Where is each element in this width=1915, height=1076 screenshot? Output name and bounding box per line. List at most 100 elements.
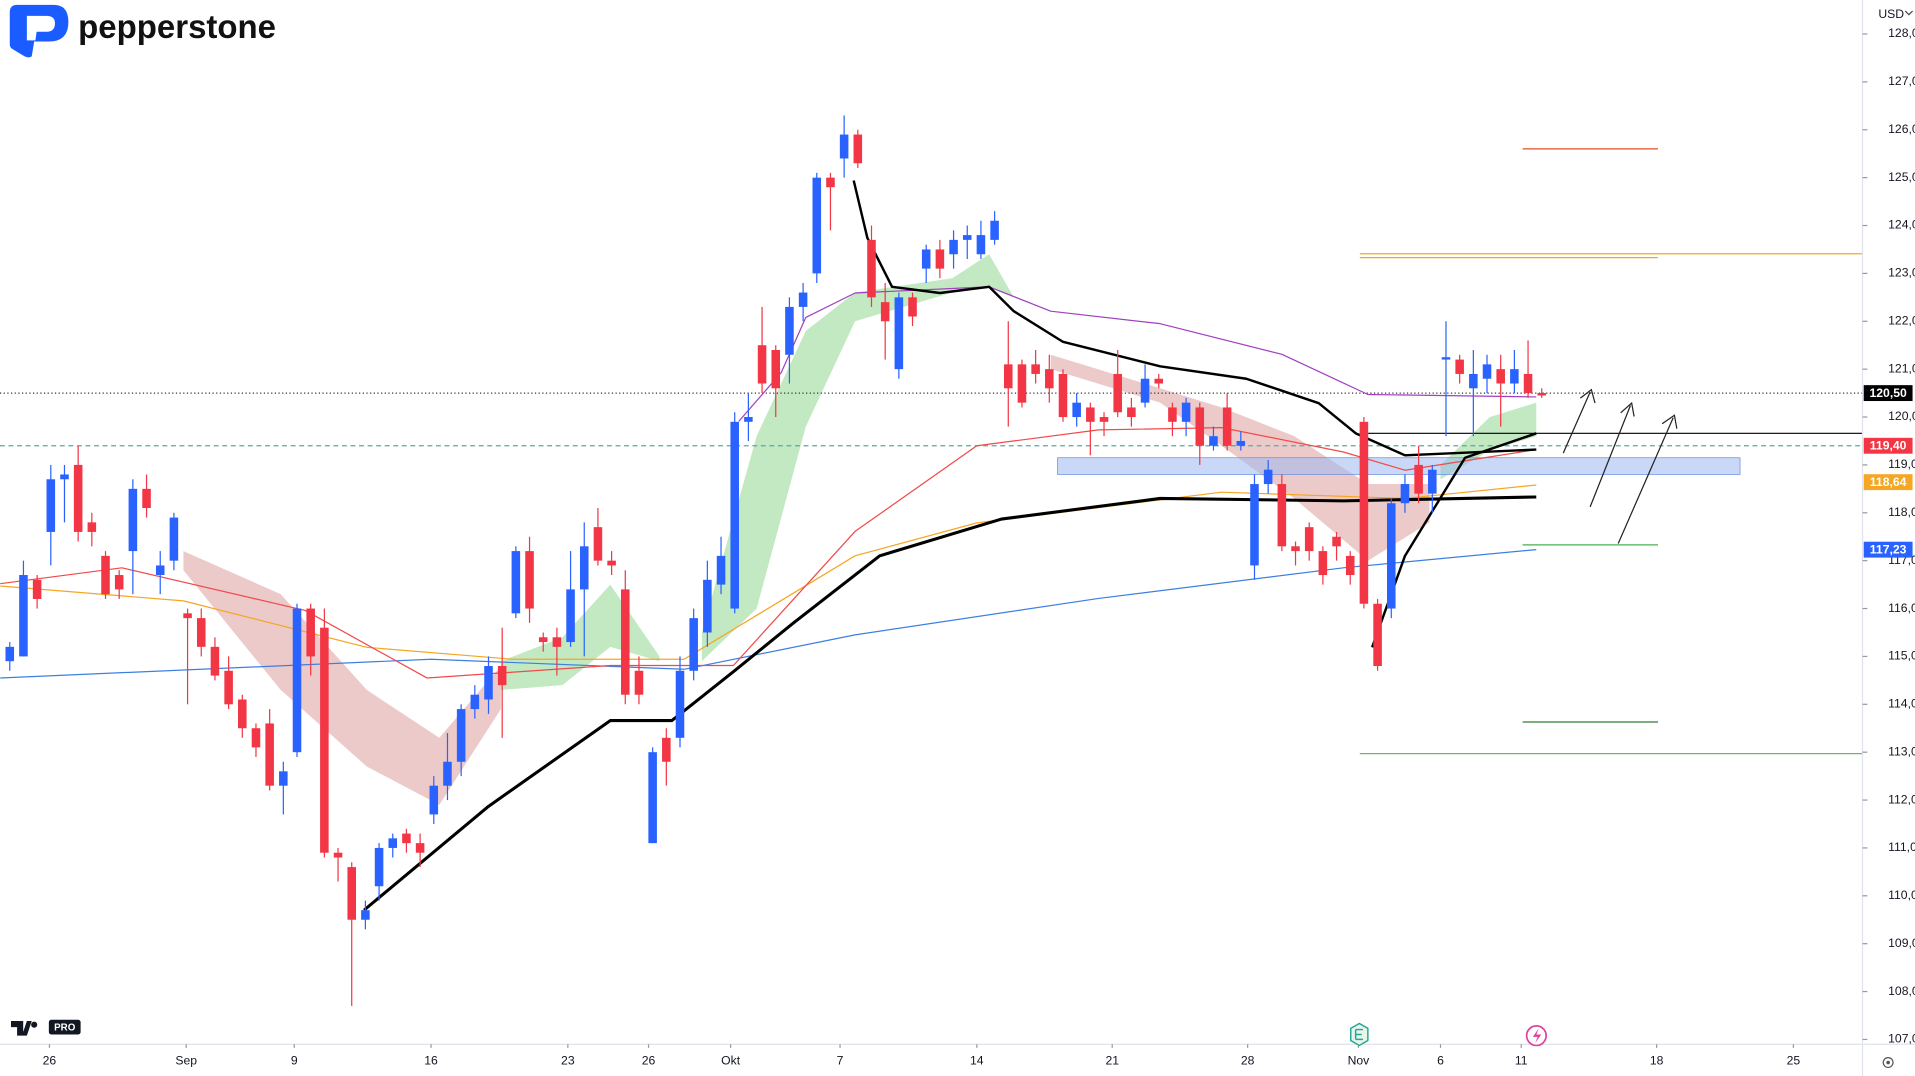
arrows: [1562, 388, 1678, 544]
x-tick-label: 9: [291, 1054, 298, 1068]
candle-body: [320, 627, 329, 853]
candle-body: [114, 575, 124, 590]
dividend-icon[interactable]: [1525, 1025, 1548, 1047]
indicator-line: [0, 484, 1537, 660]
x-tick-label: 26: [642, 1054, 656, 1068]
candle-body: [607, 560, 616, 566]
candle-body: [1537, 393, 1547, 396]
candle-body: [1127, 407, 1136, 418]
y-tick-label: 111,00: [1888, 840, 1915, 854]
pro-label: PRO: [54, 1022, 76, 1033]
candle-body: [826, 177, 835, 188]
candle-body: [128, 488, 138, 552]
candle-body: [1072, 402, 1081, 418]
y-tick-label: 116,00: [1888, 601, 1915, 615]
candle-body: [552, 637, 562, 647]
candle-body: [812, 177, 822, 274]
candle-body: [1441, 357, 1451, 360]
y-tick-label: 122,00: [1888, 313, 1915, 327]
candle-body: [730, 421, 739, 609]
y-tick-label: 107,00: [1888, 1032, 1915, 1046]
price-tag: [1863, 437, 1913, 454]
candle-body: [1428, 469, 1437, 494]
candle-body: [1004, 364, 1013, 389]
indicator-line: [0, 548, 1537, 679]
y-tick-label: 120,00: [1888, 409, 1915, 423]
candle-body: [744, 417, 753, 422]
axes: 107,00 108,00 109,00 110,00 111,00 112,00 113,…: [43, 26, 1915, 1067]
price-tag-label: 118,64: [1870, 475, 1907, 489]
x-tick-label: Sep: [175, 1054, 197, 1068]
earnings-icon[interactable]: [1350, 1022, 1369, 1047]
cloud-band: [183, 551, 501, 805]
candle-body: [1359, 421, 1369, 604]
watermark: PRO: [10, 1019, 81, 1036]
candle-body: [1386, 503, 1396, 609]
candle-body: [19, 575, 28, 657]
arrow: [1617, 414, 1678, 544]
candle-body: [238, 699, 247, 729]
indicator-line: [363, 495, 1537, 912]
arrow: [1589, 401, 1635, 508]
candle-body: [333, 852, 343, 858]
y-tick-label: 121,00: [1888, 361, 1915, 375]
candle-body: [101, 555, 110, 595]
candle-body: [210, 646, 220, 676]
settings-icon[interactable]: [1882, 1057, 1894, 1069]
candle-body: [1209, 436, 1218, 446]
candle-body: [1373, 603, 1382, 666]
candle-body: [880, 302, 890, 322]
candle-body: [73, 464, 83, 532]
candle-body: [415, 843, 425, 853]
candle-body: [388, 838, 398, 848]
x-tick-label: 6: [1437, 1054, 1444, 1068]
tv-logo: [10, 1021, 32, 1036]
candle-body: [1195, 407, 1205, 446]
x-tick-label: 28: [1241, 1054, 1255, 1068]
candle-body: [853, 134, 863, 164]
y-tick-label: 108,00: [1888, 984, 1915, 998]
y-tick-label: 127,00: [1888, 74, 1915, 88]
candle-body: [5, 646, 15, 662]
candle-body: [675, 670, 685, 738]
indicator-line: [0, 426, 1537, 679]
candle-body: [155, 565, 165, 576]
candle-body: [142, 488, 151, 508]
candle-body: [1318, 551, 1328, 576]
candle-body: [1113, 373, 1122, 413]
price-tag: [1863, 385, 1913, 402]
x-tick-label: Okt: [721, 1054, 741, 1068]
candle-body: [1031, 364, 1040, 374]
support-zone: [1057, 457, 1741, 475]
candle-body: [1332, 536, 1341, 547]
y-tick-label: 114,00: [1888, 697, 1915, 711]
brand: pepperstone: [78, 8, 276, 45]
candle-body: [867, 239, 876, 298]
y-tick-label: 113,00: [1888, 744, 1915, 758]
candle-body: [1482, 364, 1492, 379]
candle-body: [32, 579, 42, 599]
candle-body: [1263, 469, 1273, 485]
candle-body: [1345, 555, 1355, 576]
candle-body: [196, 618, 206, 647]
candle-body: [1469, 373, 1478, 389]
candle-body: [1086, 407, 1095, 422]
price-tag: [1863, 474, 1913, 491]
candle-body: [634, 670, 644, 695]
candle-body: [785, 306, 794, 355]
candle-body: [1400, 484, 1410, 504]
candle-body: [1154, 378, 1164, 384]
candle-body: [251, 728, 261, 748]
candle-body: [962, 235, 972, 240]
candle-body: [1291, 546, 1300, 552]
y-tick-label: 118,00: [1888, 505, 1915, 519]
y-tick-label: 125,00: [1888, 170, 1915, 184]
candle-body: [894, 297, 904, 370]
currency-dropdown[interactable]: [1904, 10, 1913, 16]
candle-body: [1236, 440, 1246, 446]
candle-body: [593, 527, 603, 561]
x-tick-label: 21: [1105, 1054, 1119, 1068]
candle-body: [183, 613, 192, 619]
